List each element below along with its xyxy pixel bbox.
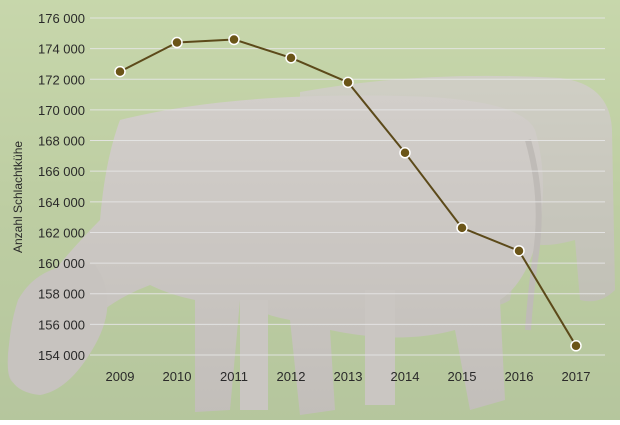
y-axis-tick-labels: 154 000 156 000 158 000 160 000 162 000 164 0…: [38, 11, 85, 363]
x-tick-label: 2012: [277, 369, 306, 384]
x-tick-label: 2011: [220, 369, 248, 384]
x-tick-label: 2017: [562, 369, 591, 384]
x-tick-label: 2010: [163, 369, 192, 384]
x-axis-tick-labels: 2009 2010 2011 2012 2013 2014 2015 2016 2017: [106, 369, 591, 384]
data-point[interactable]: [570, 340, 582, 352]
grid-lines: [90, 17, 605, 356]
y-tick-label: 168 000: [38, 134, 85, 149]
data-point[interactable]: [456, 222, 468, 234]
data-point[interactable]: [114, 65, 126, 78]
data-point[interactable]: [342, 76, 354, 89]
y-tick-label: 154 000: [38, 348, 85, 363]
y-tick-label: 166 000: [38, 164, 85, 179]
y-tick-label: 170 000: [38, 103, 85, 118]
y-tick-label: 176 000: [38, 11, 85, 26]
y-tick-label: 158 000: [38, 287, 85, 302]
x-tick-label: 2016: [505, 369, 534, 384]
y-tick-label: 156 000: [38, 317, 85, 332]
x-tick-label: 2015: [448, 369, 477, 384]
y-tick-label: 164 000: [38, 195, 85, 210]
y-tick-label: 162 000: [38, 225, 85, 240]
y-tick-label: 174 000: [38, 42, 85, 57]
data-point[interactable]: [285, 52, 297, 64]
y-tick-label: 172 000: [38, 72, 85, 87]
data-point[interactable]: [228, 33, 240, 46]
y-tick-label: 160 000: [38, 256, 85, 271]
x-tick-label: 2009: [106, 369, 135, 384]
y-axis-label: Anzahl Schlachtkühe: [11, 141, 25, 253]
data-point[interactable]: [399, 147, 411, 159]
x-tick-label: 2013: [334, 369, 363, 384]
series-slaughter-cows: [114, 33, 582, 352]
data-point[interactable]: [171, 36, 183, 49]
x-tick-label: 2014: [391, 369, 420, 384]
data-point[interactable]: [513, 245, 525, 257]
